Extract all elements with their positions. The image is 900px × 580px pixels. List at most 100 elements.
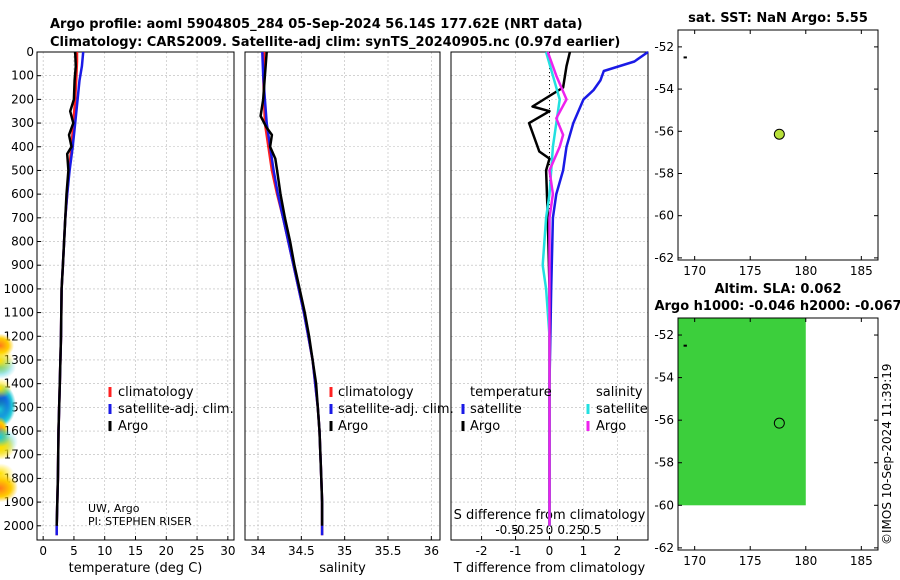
x-tick-label: 5 bbox=[70, 544, 78, 558]
y-tick-label: -60 bbox=[654, 209, 674, 223]
legend-argo-label: Argo bbox=[118, 419, 148, 434]
y-tick-label: 100 bbox=[11, 69, 34, 83]
y-tick-label: -52 bbox=[654, 40, 674, 54]
s-tick-label: -0.5 bbox=[495, 523, 518, 537]
legend-temp-satellite-label: satellite bbox=[470, 402, 522, 417]
x-tick-label: 36 bbox=[424, 544, 439, 558]
figure-title-line2: Climatology: CARS2009. Satellite-adj cli… bbox=[50, 35, 620, 50]
y-tick-label: 600 bbox=[11, 187, 34, 201]
y-tick-label: 500 bbox=[11, 163, 34, 177]
x-tick-label: 175 bbox=[739, 554, 762, 568]
y-tick-label: 2000 bbox=[3, 519, 34, 533]
sla-anomaly bbox=[0, 474, 18, 503]
x-tick-label: 180 bbox=[794, 554, 817, 568]
sla-anomaly bbox=[0, 427, 10, 448]
y-tick-label: -58 bbox=[654, 456, 674, 470]
sla-anomaly bbox=[0, 346, 14, 375]
sst-map-panel: sat. SST: NaN Argo: 5.55 170 175 180 185 -52 -… bbox=[654, 11, 879, 278]
series-line bbox=[527, 51, 572, 526]
map-subtitle: Argo h1000: -0.046 h2000: -0.067 bbox=[654, 299, 900, 314]
salinity-profile-panel: 34 34.5 35 35.5 36 salinity bbox=[244, 51, 441, 576]
map-frame bbox=[677, 29, 879, 261]
x-tick-label: 25 bbox=[189, 544, 204, 558]
y-tick-label: -62 bbox=[654, 541, 674, 555]
sla-background bbox=[678, 318, 806, 506]
series-line bbox=[259, 51, 324, 526]
y-tick-label: 1100 bbox=[3, 306, 34, 320]
y-tick-label: -56 bbox=[654, 413, 674, 427]
series-line bbox=[55, 51, 78, 526]
difference-legend: temperature salinity satellite Argo sate… bbox=[461, 385, 648, 434]
salinity-legend: climatology satellite-adj. clim. Argo bbox=[329, 385, 454, 434]
y-tick-label: 700 bbox=[11, 211, 34, 225]
y-tick-label: 1000 bbox=[3, 282, 34, 296]
x-tick-label: 185 bbox=[850, 554, 873, 568]
x-tick-label: 185 bbox=[850, 264, 873, 278]
legend-satellite-label: satellite-adj. clim. bbox=[118, 402, 234, 417]
sla-anomaly bbox=[0, 395, 12, 424]
sla-anomaly bbox=[0, 378, 12, 399]
legend-climatology-label: climatology bbox=[118, 385, 194, 400]
x-tick-label: 1 bbox=[580, 544, 588, 558]
map-title: Altim. SLA: 0.062 bbox=[715, 282, 842, 297]
series-line bbox=[261, 51, 324, 536]
y-tick-label: 300 bbox=[11, 116, 34, 130]
imos-credit: ©IMOS 10-Sep-2024 11:39:19 bbox=[880, 363, 894, 545]
legend-temperature-header: temperature bbox=[470, 385, 552, 400]
legend-climatology-label: climatology bbox=[338, 385, 414, 400]
legend-sal-satellite-label: satellite bbox=[596, 402, 648, 417]
legend-satellite-label: satellite-adj. clim. bbox=[338, 402, 454, 417]
legend-argo-label: Argo bbox=[338, 419, 368, 434]
x-tick-label: 170 bbox=[683, 264, 706, 278]
series-line bbox=[546, 51, 568, 526]
x-axis-label: salinity bbox=[319, 561, 366, 576]
y-tick-label: -54 bbox=[654, 82, 674, 96]
x-tick-label: -2 bbox=[476, 544, 488, 558]
sla-heatmap bbox=[0, 318, 806, 506]
x-tick-label: 2 bbox=[614, 544, 622, 558]
x-tick-label: 30 bbox=[220, 544, 235, 558]
x-tick-label: 35 bbox=[337, 544, 352, 558]
x-tick-label: 34 bbox=[250, 544, 265, 558]
map-frame bbox=[677, 317, 879, 551]
map-title: sat. SST: NaN Argo: 5.55 bbox=[688, 11, 868, 26]
x-tick-label: 34.5 bbox=[288, 544, 315, 558]
y-tick-label: 800 bbox=[11, 235, 34, 249]
s-tick-label: 0.5 bbox=[582, 523, 601, 537]
x-tick-label: 170 bbox=[683, 554, 706, 568]
x-axis-label: temperature (deg C) bbox=[69, 561, 203, 576]
operator-note: UW, Argo bbox=[88, 502, 140, 515]
y-tick-label: -62 bbox=[654, 251, 674, 265]
y-tick-label: 200 bbox=[11, 92, 34, 106]
x-tick-label: 15 bbox=[128, 544, 143, 558]
argo-float-marker bbox=[773, 128, 785, 140]
x-tick-label: 0 bbox=[39, 544, 47, 558]
y-tick-label: -58 bbox=[654, 166, 674, 180]
axes-frame bbox=[244, 51, 441, 541]
sla-map-panel: Altim. SLA: 0.062 Argo h1000: -0.046 h200… bbox=[0, 282, 900, 568]
s-tick-label: -0.25 bbox=[513, 523, 544, 537]
legend-sal-argo-label: Argo bbox=[596, 419, 626, 434]
pi-note: PI: STEPHEN RISER bbox=[88, 515, 192, 528]
s-tick-label: 0.25 bbox=[557, 523, 584, 537]
y-tick-label: 400 bbox=[11, 140, 34, 154]
x-axis-label: T difference from climatology bbox=[453, 561, 646, 576]
y-tick-label: -56 bbox=[654, 124, 674, 138]
series-line bbox=[261, 51, 324, 536]
x-tick-label: 35.5 bbox=[375, 544, 402, 558]
y-tick-label: -54 bbox=[654, 371, 674, 385]
y-tick-label: 900 bbox=[11, 258, 34, 272]
x-tick-label: 175 bbox=[739, 264, 762, 278]
series-line bbox=[548, 50, 649, 526]
argo-float-marker bbox=[773, 417, 785, 429]
y-tick-label: -60 bbox=[654, 498, 674, 512]
y-tick-label: -52 bbox=[654, 328, 674, 342]
temperature-legend: climatology satellite-adj. clim. Argo bbox=[108, 385, 234, 434]
x-tick-label: 0 bbox=[546, 544, 554, 558]
y-tick-label: 0 bbox=[26, 45, 34, 59]
s-tick-label: 0 bbox=[546, 523, 554, 537]
x-tick-label: -1 bbox=[510, 544, 522, 558]
x-tick-label: 180 bbox=[794, 264, 817, 278]
x-tick-label: 10 bbox=[97, 544, 112, 558]
